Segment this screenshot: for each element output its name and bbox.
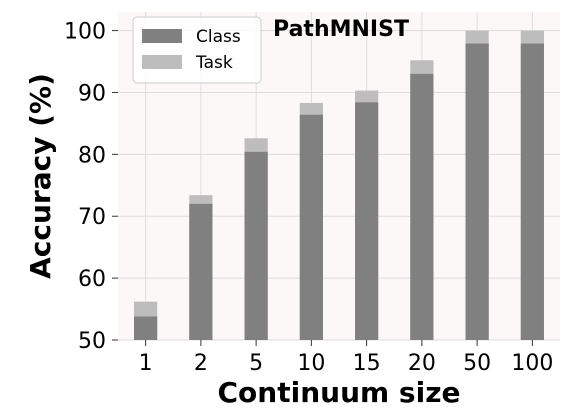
x-tick-label: 1 — [139, 351, 153, 376]
bar-class — [244, 151, 268, 340]
bar-class — [189, 203, 213, 340]
y-tick-label: 80 — [78, 143, 106, 168]
legend-label-task: Task — [195, 53, 233, 73]
bar-class — [299, 114, 323, 340]
x-tick-label: 100 — [511, 351, 553, 376]
x-axis-title: Continuum size — [218, 376, 461, 409]
y-tick-label: 70 — [78, 205, 106, 230]
bar-class — [520, 43, 544, 341]
x-tick-label: 5 — [249, 351, 263, 376]
bar-class — [410, 73, 434, 341]
x-tick-label: 2 — [194, 351, 208, 376]
x-tick-label: 20 — [408, 351, 436, 376]
y-tick-label: 50 — [78, 329, 106, 354]
legend-swatch-task — [142, 55, 182, 69]
bar-class — [465, 43, 489, 341]
legend-swatch-class — [142, 29, 182, 43]
y-tick-label: 60 — [78, 267, 106, 292]
x-tick-label: 50 — [463, 351, 491, 376]
legend: Class Task — [132, 16, 262, 84]
y-axis-ticks: 50 60 70 80 90 100 — [64, 20, 118, 354]
y-tick-label: 100 — [64, 20, 106, 45]
y-tick-label: 90 — [78, 81, 106, 106]
chart-title: PathMNIST — [273, 17, 409, 42]
bar-class — [134, 316, 158, 340]
bar-class — [355, 102, 379, 341]
x-axis-ticks: 1 2 5 10 15 20 50 100 — [139, 340, 553, 376]
x-tick-label: 10 — [297, 351, 325, 376]
bars — [134, 30, 544, 341]
y-axis-title: Accuracy (%) — [24, 73, 57, 279]
legend-label-class: Class — [196, 27, 241, 47]
x-tick-label: 15 — [353, 351, 381, 376]
